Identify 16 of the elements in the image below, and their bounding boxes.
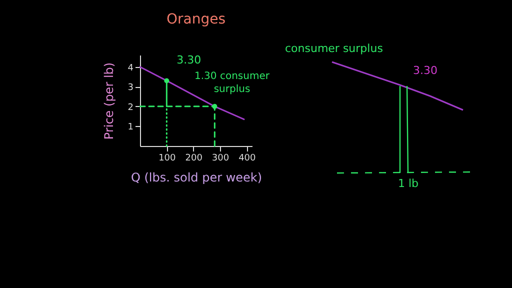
text: 3.30 — [413, 64, 438, 77]
annotation: 1.30 consumer surplus — [194, 70, 270, 96]
y-tick-label: 3 — [128, 83, 134, 94]
y-tick-label: 1 — [128, 122, 134, 133]
x-tick-label: 200 — [185, 154, 203, 164]
x-tick-label: 100 — [158, 154, 176, 164]
text: 1 lb — [398, 177, 419, 190]
annotation: 3.30 — [176, 54, 202, 67]
x-tick-label: 300 — [212, 154, 230, 164]
chart-title: Oranges — [166, 12, 226, 28]
y-tick-label: 2 — [128, 102, 134, 113]
y-tick-label: 4 — [128, 63, 134, 74]
x-tick-label: 400 — [238, 154, 256, 164]
text: consumer surplus — [285, 42, 383, 55]
x-axis-title: Q (lbs. sold per week) — [130, 170, 262, 184]
y-axis-title: Price (per lb) — [102, 62, 116, 140]
